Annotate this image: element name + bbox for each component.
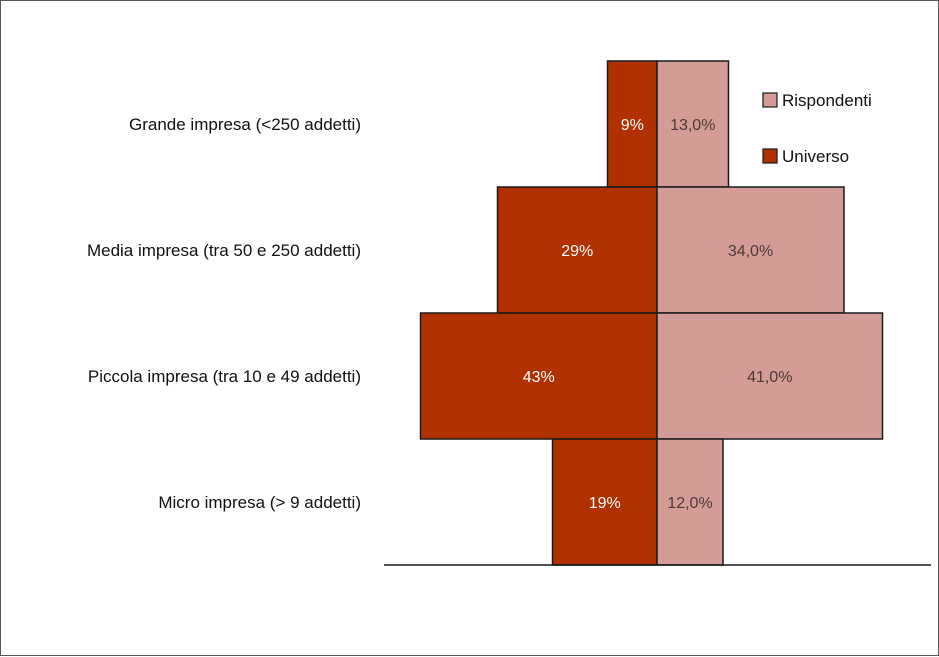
bar-rispondenti-2 [656,186,845,314]
data-label-universo-3: 43% [523,369,555,386]
category-label-2: Media impresa (tra 50 e 250 addetti) [87,241,361,260]
data-label-rispondenti-1: 13,0% [670,117,715,134]
legend-swatch-universo [762,148,778,164]
bar-rispondenti-4 [656,438,724,566]
data-label-rispondenti-3: 41,0% [747,369,792,386]
legend-label-rispondenti: Rispondenti [782,91,872,110]
data-label-universo-2: 29% [561,243,593,260]
category-label-1: Grande impresa (<250 addetti) [129,115,361,134]
data-label-universo-1: 9% [621,117,644,134]
category-label-4: Micro impresa (> 9 addetti) [158,493,361,512]
category-label-3: Piccola impresa (tra 10 e 49 addetti) [88,367,361,386]
legend-label-universo: Universo [782,147,849,166]
bar-rispondenti-1 [656,60,730,188]
bar-universo-2 [496,186,658,314]
bar-rispondenti-3 [656,312,884,440]
data-label-universo-4: 19% [589,495,621,512]
bar-universo-3 [419,312,658,440]
legend-swatch-rispondenti [762,92,778,108]
data-label-rispondenti-2: 34,0% [728,243,773,260]
data-label-rispondenti-4: 12,0% [667,495,712,512]
bar-universo-1 [606,60,658,188]
